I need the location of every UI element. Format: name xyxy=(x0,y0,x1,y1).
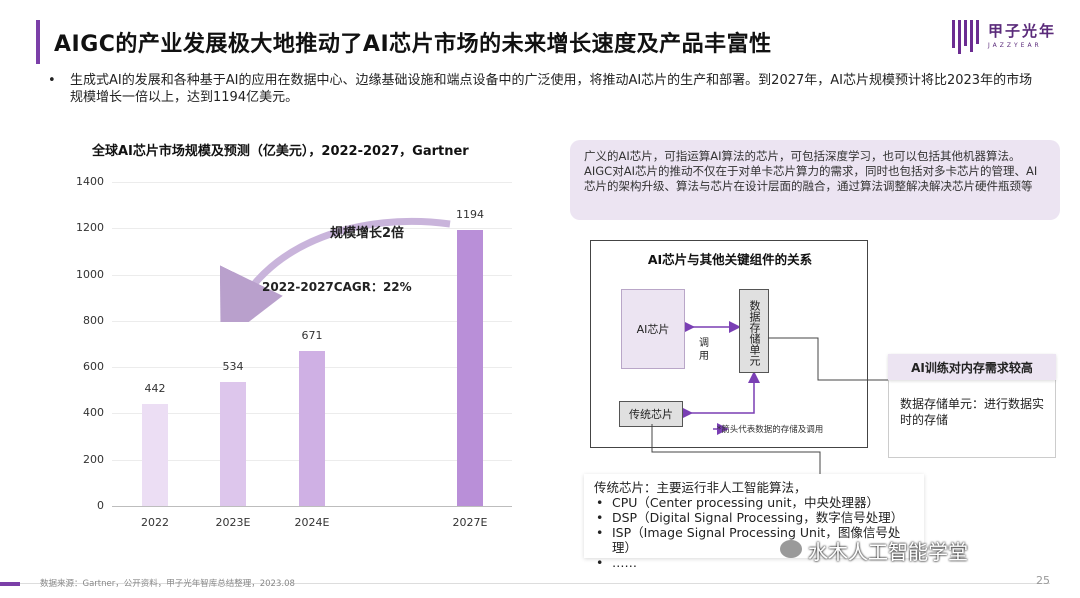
chart-title: 全球AI芯片市场规模及预测（亿美元），2022-2027，Gartner xyxy=(92,144,469,159)
memory-info-desc: 数据存储单元：进行数据实时的存储 xyxy=(900,397,1045,427)
title-accent-bar xyxy=(36,20,40,64)
legacy-item: …… xyxy=(594,555,914,570)
bar-2023E xyxy=(220,382,246,506)
x-axis-line xyxy=(112,506,512,507)
y-tick-label: 200 xyxy=(83,452,104,466)
legacy-chip-node: 传统芯片 xyxy=(619,401,683,427)
gridline xyxy=(112,228,512,230)
page-number: 25 xyxy=(1036,574,1050,587)
y-tick-label: 1000 xyxy=(76,267,104,281)
jazzyear-logo: 甲子光年 JAZZYEAR xyxy=(952,20,1054,56)
x-tick-label: 2027E xyxy=(452,516,488,529)
y-tick-label: 400 xyxy=(83,406,104,420)
legacy-item: DSP（Digital Signal Processing，数字信号处理） xyxy=(594,510,914,525)
x-tick-label: 2023E xyxy=(215,516,251,529)
legacy-chip-box: 传统芯片：主要运行非人工智能算法， CPU（Center processing … xyxy=(584,474,924,570)
relation-diagram: AI芯片与其他关键组件的关系 AI芯片 调用 数据存储单元 传统芯片 *箭头代表… xyxy=(590,240,868,448)
memory-info-box xyxy=(888,354,1056,458)
legacy-item: CPU（Center processing unit，中央处理器） xyxy=(594,495,914,510)
footer-accent-bar xyxy=(0,582,20,586)
y-tick-label: 0 xyxy=(97,499,104,512)
diagram-arrows xyxy=(681,321,760,435)
wechat-watermark: 水木人工智能学堂 xyxy=(808,540,968,564)
cagr-note: 2022-2027CAGR：22% xyxy=(262,280,412,294)
y-tick-label: 1400 xyxy=(76,175,104,188)
bar-value-label: 534 xyxy=(222,360,244,374)
legacy-item: ISP（Image Signal Processing Unit，图像信号处理） xyxy=(594,525,914,555)
memory-info-header: AI训练对内存需求较高 xyxy=(888,354,1056,380)
logo-subtitle: JAZZYEAR xyxy=(988,42,1042,49)
gridline xyxy=(112,182,512,183)
page-title: AIGC的产业发展极大地推动了AI芯片市场的未来增长速度及产品丰富性 xyxy=(54,32,772,57)
intro-text: 生成式AI的发展和各种基于AI的应用在数据中心、边缘基础设施和端点设备中的广泛使… xyxy=(70,73,1033,105)
scale-growth-note: 规模增长2倍 xyxy=(330,226,405,241)
y-tick-label: 1200 xyxy=(76,221,104,235)
x-tick-label: 2024E xyxy=(294,516,330,529)
bar-2022 xyxy=(142,403,168,506)
growth-arrow-icon xyxy=(220,218,451,322)
bar-2027E xyxy=(457,229,483,506)
x-tick-label: 2022 xyxy=(141,516,169,529)
intro-bullet: • 生成式AI的发展和各种基于AI的应用在数据中心、边缘基础设施和端点设备中的广… xyxy=(48,72,1038,106)
gridline xyxy=(112,320,512,322)
definition-box: 广义的AI芯片，可指运算AI算法的芯片，可包括深度学习，也可以包括其他机器算法。… xyxy=(570,140,1060,220)
call-label: 调用 xyxy=(699,338,709,362)
diagram-title: AI芯片与其他关键组件的关系 xyxy=(647,252,813,267)
logo-name: 甲子光年 xyxy=(988,22,1057,40)
bar-value-label: 1194 xyxy=(456,207,484,221)
y-tick-label: 600 xyxy=(83,360,104,374)
y-tick-label: 800 xyxy=(83,313,104,327)
bar-value-label: 442 xyxy=(144,381,166,395)
memory-unit-node: 数据存储单元 xyxy=(739,289,769,373)
gridline xyxy=(112,274,512,276)
arrow-note: *箭头代表数据的存储及调用 xyxy=(717,425,824,435)
ai-chip-node: AI芯片 xyxy=(621,289,685,369)
bar-value-label: 671 xyxy=(301,328,323,342)
bullet-dot-icon: • xyxy=(48,73,56,88)
wechat-icon xyxy=(780,540,802,558)
bar-2024E xyxy=(299,350,325,506)
footer-divider xyxy=(20,583,1050,584)
data-source: 数据来源：Gartner，公开资料，甲子光年智库总结整理，2023.08 xyxy=(40,579,295,589)
legacy-box-title: 传统芯片：主要运行非人工智能算法， xyxy=(594,480,807,495)
